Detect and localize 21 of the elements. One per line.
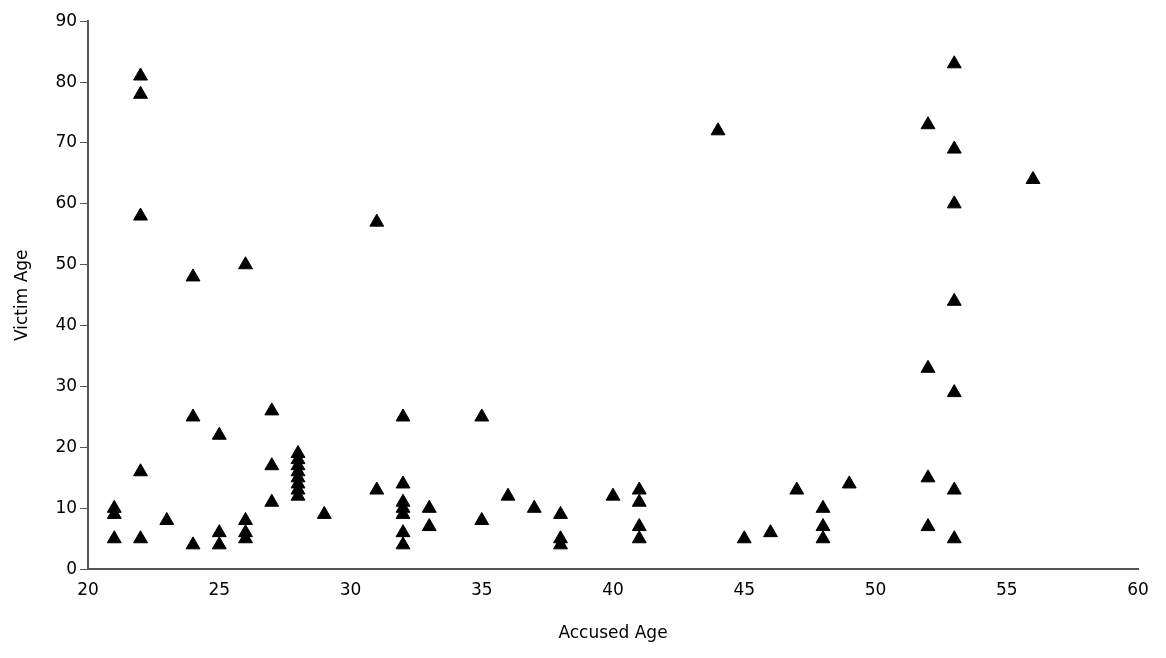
y-tick-label: 30 xyxy=(55,374,78,395)
x-axis-title: Accused Age xyxy=(558,622,668,643)
y-tick-label: 90 xyxy=(55,9,78,30)
x-tick-label: 50 xyxy=(864,578,887,599)
y-tick-label: 50 xyxy=(55,253,78,274)
y-tick-label: 0 xyxy=(66,557,78,578)
x-tick-label: 40 xyxy=(602,578,624,599)
x-tick-label: 60 xyxy=(1127,578,1149,599)
y-tick-label: 70 xyxy=(55,131,78,152)
y-tick-label: 60 xyxy=(55,192,78,213)
x-tick-label: 20 xyxy=(77,578,99,599)
y-tick-label: 40 xyxy=(55,314,78,335)
y-axis-title: Victim Age xyxy=(10,249,31,341)
y-tick-label: 10 xyxy=(55,496,78,517)
x-tick-label: 35 xyxy=(470,578,493,599)
x-tick-label: 55 xyxy=(995,578,1018,599)
x-tick-label: 25 xyxy=(208,578,231,599)
x-tick-label: 30 xyxy=(339,578,362,599)
x-tick-label: 45 xyxy=(733,578,756,599)
y-tick-label: 20 xyxy=(55,435,78,456)
y-tick-label: 80 xyxy=(55,70,78,91)
